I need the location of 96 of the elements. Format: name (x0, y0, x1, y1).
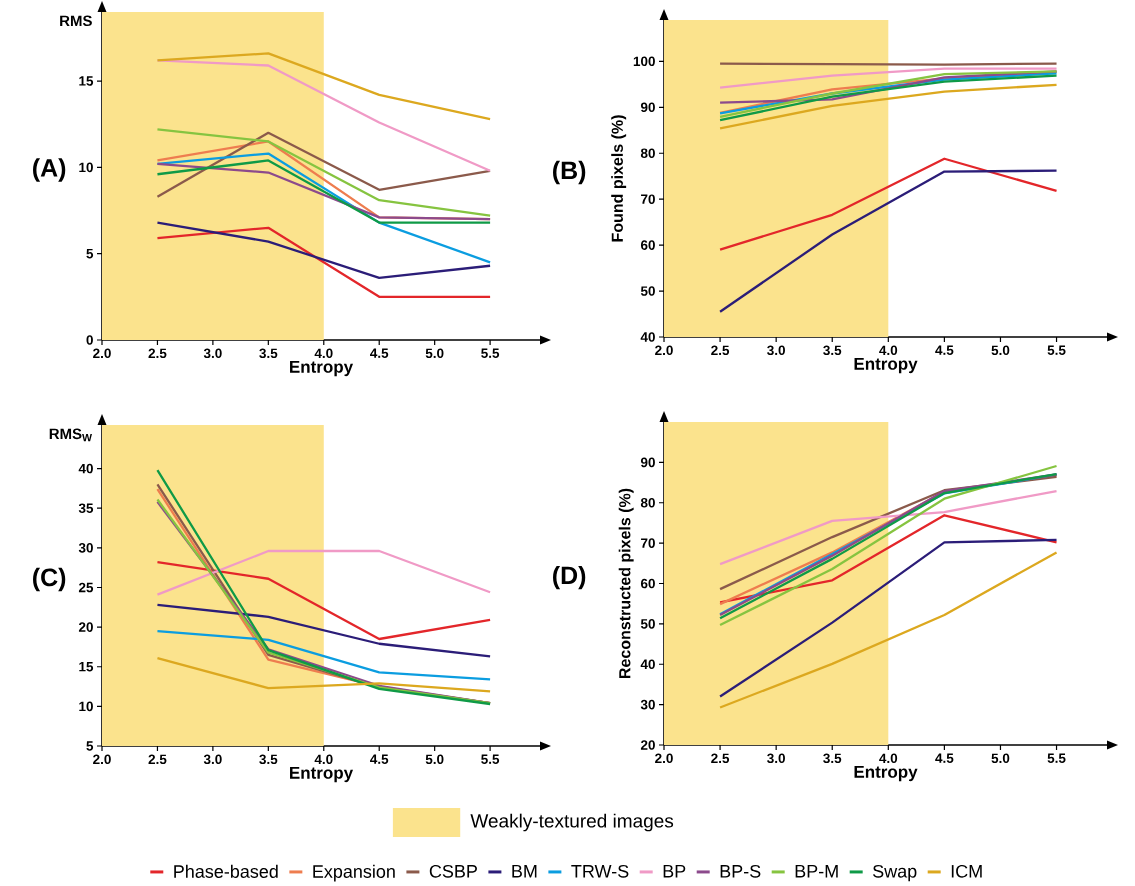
text: (B) (553, 160, 586, 185)
legend-label: BP (663, 865, 686, 878)
x-tick-label: 2.5 (711, 753, 730, 764)
legend-label: TRW-S (571, 864, 629, 878)
y-tick-label: 20 (78, 622, 93, 632)
y-tick-label: 15 (79, 662, 94, 672)
y-tick-label: 70 (641, 194, 655, 204)
y-axis-title: RMS (60, 15, 92, 27)
y-tick-label: 0 (86, 335, 93, 345)
line-series (718, 169, 1058, 313)
y-tick-label: 100 (633, 56, 655, 67)
y-tick-label: 40 (640, 332, 655, 342)
x-tick-label: 3.5 (823, 753, 842, 764)
text: (C) (33, 567, 66, 592)
y-tick-label: 20 (640, 740, 655, 750)
legend-label: Weakly-textured images (470, 813, 674, 832)
line-series (718, 157, 1058, 251)
y-tick-label: 25 (78, 582, 94, 593)
x-tick-label: 5.0 (991, 753, 1010, 764)
x-tick-label: 3.0 (767, 345, 785, 356)
text: (A) (33, 158, 66, 182)
y-tick-label: 5 (86, 248, 94, 259)
x-tick-label: 4.0 (314, 348, 333, 359)
y-tick-label: 80 (640, 497, 655, 508)
x-tick-label: 5.5 (1047, 345, 1066, 355)
line-series (156, 656, 492, 693)
y-tick-label: 5 (86, 741, 94, 751)
line-series (718, 489, 1058, 566)
y-tick-label: 50 (640, 286, 655, 296)
legend-label: CSBP (429, 864, 477, 878)
y-tick-label: 15 (79, 76, 94, 86)
x-tick-label: 5.5 (481, 348, 500, 358)
x-axis-title: Entropy (854, 357, 918, 374)
legend-label: Phase-based (174, 864, 278, 878)
x-tick-label: 2.0 (93, 348, 111, 359)
x-tick-label: 3.5 (823, 345, 842, 356)
legend-label: Expansion (313, 864, 395, 882)
x-tick-label: 2.5 (711, 345, 730, 356)
line-series (156, 221, 492, 279)
y-tick-label: 70 (641, 538, 655, 548)
x-tick-label: 4.0 (879, 753, 898, 764)
x-tick-label: 4.5 (370, 754, 389, 764)
x-axis-title: Entropy (854, 765, 918, 782)
y-axis-title: RMS$_{W}$ (49, 428, 92, 442)
x-tick-label: 4.5 (935, 753, 954, 763)
x-tick-label: 4.5 (370, 348, 389, 358)
text: (D) (553, 565, 586, 590)
x-tick-label: 5.0 (425, 754, 444, 765)
y-tick-label: 30 (78, 543, 93, 553)
y-tick-label: 10 (79, 162, 93, 173)
line-series (156, 128, 492, 217)
y-tick-label: 30 (640, 699, 655, 710)
legend-label: BM (512, 865, 537, 878)
y-tick-label: 40 (640, 659, 655, 670)
line-series (156, 52, 492, 121)
y-tick-label: 60 (640, 578, 655, 589)
x-tick-label: 2.5 (148, 754, 167, 765)
x-tick-label: 5.0 (425, 348, 444, 359)
line-series (718, 83, 1058, 130)
y-tick-label: 60 (640, 240, 655, 250)
y-tick-label: 10 (79, 701, 93, 712)
line-series (156, 131, 492, 198)
x-tick-label: 5.5 (1047, 753, 1066, 763)
y-tick-label: 35 (78, 503, 94, 514)
x-tick-label: 2.0 (93, 754, 111, 765)
x-tick-label: 3.0 (203, 348, 222, 359)
legend-label: ICM (951, 864, 982, 878)
x-tick-label: 5.0 (991, 345, 1010, 356)
x-tick-label: 3.5 (259, 348, 278, 359)
legend-label: BP-S (720, 864, 761, 878)
y-axis-title: Reconstructed pixels (%) (618, 488, 634, 678)
line-series (156, 603, 492, 658)
y-tick-label: 80 (640, 148, 655, 158)
x-tick-label: 2.0 (655, 753, 673, 764)
line-series (156, 560, 492, 641)
y-tick-label: 50 (640, 619, 655, 629)
x-tick-label: 4.0 (314, 754, 333, 765)
x-tick-label: 4.5 (935, 345, 954, 355)
x-tick-label: 3.0 (767, 753, 785, 764)
y-axis-title: Found pixels (%) (611, 115, 627, 242)
legend-label: BP-M (795, 865, 838, 878)
x-tick-label: 3.0 (203, 754, 222, 765)
line-series (156, 629, 492, 681)
x-axis-title: Entropy (290, 766, 354, 783)
y-tick-label: 40 (78, 463, 93, 474)
line-series (156, 59, 492, 172)
x-tick-label: 5.5 (481, 754, 500, 764)
y-tick-label: 90 (640, 457, 655, 468)
y-tick-label: 90 (640, 102, 655, 113)
x-tick-label: 4.0 (879, 345, 898, 356)
line-series (718, 514, 1058, 604)
x-tick-label: 2.5 (148, 348, 167, 359)
legend-label: Swap (872, 864, 917, 882)
x-tick-label: 2.0 (655, 345, 673, 356)
x-tick-label: 3.5 (259, 754, 278, 765)
x-axis-title: Entropy (290, 360, 354, 377)
